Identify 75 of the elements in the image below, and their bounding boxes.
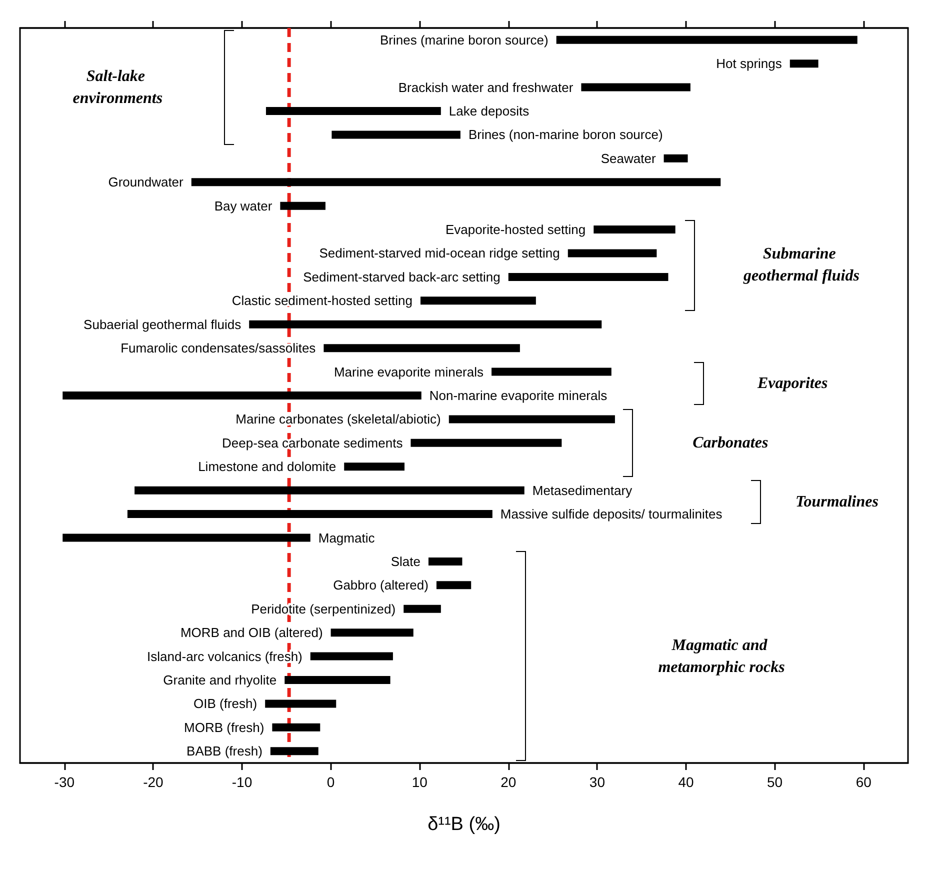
y-tick-label: Brines (non-marine boron source) <box>468 127 663 142</box>
y-tick-label: Marine evaporite minerals <box>334 364 484 380</box>
y-tick-label: Deep-sea carbonate sediments <box>222 435 404 450</box>
bar <box>134 486 524 494</box>
bar <box>62 534 310 542</box>
x-tick-label: 10 <box>412 774 428 790</box>
y-tick-label: Brackish water and freshwater <box>398 80 574 95</box>
y-tick-label: Massive sulfide deposits/ tourmalinites <box>500 506 723 522</box>
y-tick-label: Sediment-starved back-arc setting <box>303 269 500 284</box>
y-tick-label: Metasedimentary <box>532 482 633 498</box>
bar <box>330 628 414 637</box>
bar <box>436 581 472 590</box>
bar <box>249 320 602 328</box>
bar <box>344 462 405 471</box>
y-tick-label: Marine carbonates (skeletal/abiotic) <box>236 412 441 427</box>
y-tick-label: Gabbro (altered) <box>333 578 428 593</box>
bar <box>324 344 520 352</box>
bar <box>420 296 536 305</box>
x-tick-label: -10 <box>232 774 252 790</box>
y-tick-label: Slate <box>390 554 420 569</box>
x-tick-label: -30 <box>54 774 75 790</box>
y-tick-label: Lake deposits <box>448 103 530 118</box>
bar <box>266 106 441 115</box>
x-tick-label: 30 <box>589 774 606 790</box>
y-tick-label: Magmatic <box>318 530 376 546</box>
y-tick-label: Hot springs <box>716 56 782 72</box>
bar <box>790 60 818 68</box>
y-tick-label: BABB (fresh) <box>186 744 262 759</box>
y-tick-label: Groundwater <box>108 174 184 190</box>
bar <box>310 652 393 660</box>
y-tick-label: Seawater <box>600 150 656 166</box>
bar <box>127 510 492 518</box>
y-tick-label: Sediment-starved mid-ocean ridge setting <box>319 246 560 261</box>
annotation: Magmatic and metamorphic rocks <box>658 636 785 676</box>
bar <box>404 604 441 613</box>
bar <box>62 392 422 400</box>
bar <box>594 226 676 234</box>
annotation: Salt-lake environments <box>72 68 163 107</box>
annotation: Evaporites <box>756 375 828 392</box>
bar <box>272 723 320 732</box>
y-tick-label: Island-arc volcanics (fresh) <box>147 648 302 664</box>
bar <box>280 202 326 210</box>
x-tick-label: 50 <box>767 774 783 790</box>
bar <box>265 700 336 708</box>
x-tick-label: 60 <box>856 774 872 790</box>
annotation: Submarine geothermal fluids <box>742 246 860 285</box>
bar <box>508 272 668 281</box>
y-tick-label: OIB (fresh) <box>194 696 258 712</box>
x-tick-label: 40 <box>678 774 694 790</box>
x-tick-label: 0 <box>326 774 335 790</box>
bar <box>448 415 615 424</box>
y-tick-label: MORB (fresh) <box>184 720 264 735</box>
annotation: Tourmalines <box>795 494 878 511</box>
y-tick-label: Brines (marine boron source) <box>380 32 548 48</box>
bar <box>332 130 460 139</box>
bar <box>270 747 318 756</box>
bar <box>284 676 390 684</box>
x-tick-label: -20 <box>143 774 164 790</box>
bar <box>492 368 612 376</box>
x-tick-label: 20 <box>500 774 516 790</box>
y-tick-label: Peridotite (serpentinized) <box>251 601 396 616</box>
bar <box>428 557 462 566</box>
y-tick-label: Non-marine evaporite minerals <box>429 388 608 403</box>
y-tick-label: Subaerial geothermal fluids <box>84 316 242 332</box>
bar <box>581 83 690 92</box>
x-axis-title: δ¹¹B (‰) <box>428 814 500 835</box>
bar <box>191 178 721 186</box>
bar <box>410 438 562 447</box>
y-tick-label: Bay water <box>214 198 273 214</box>
y-tick-label: Evaporite-hosted setting <box>445 222 586 238</box>
bar <box>664 154 688 162</box>
bar <box>556 36 858 44</box>
annotation: Carbonates <box>692 434 768 452</box>
y-tick-label: Granite and rhyolite <box>163 672 277 688</box>
bar <box>568 249 657 258</box>
